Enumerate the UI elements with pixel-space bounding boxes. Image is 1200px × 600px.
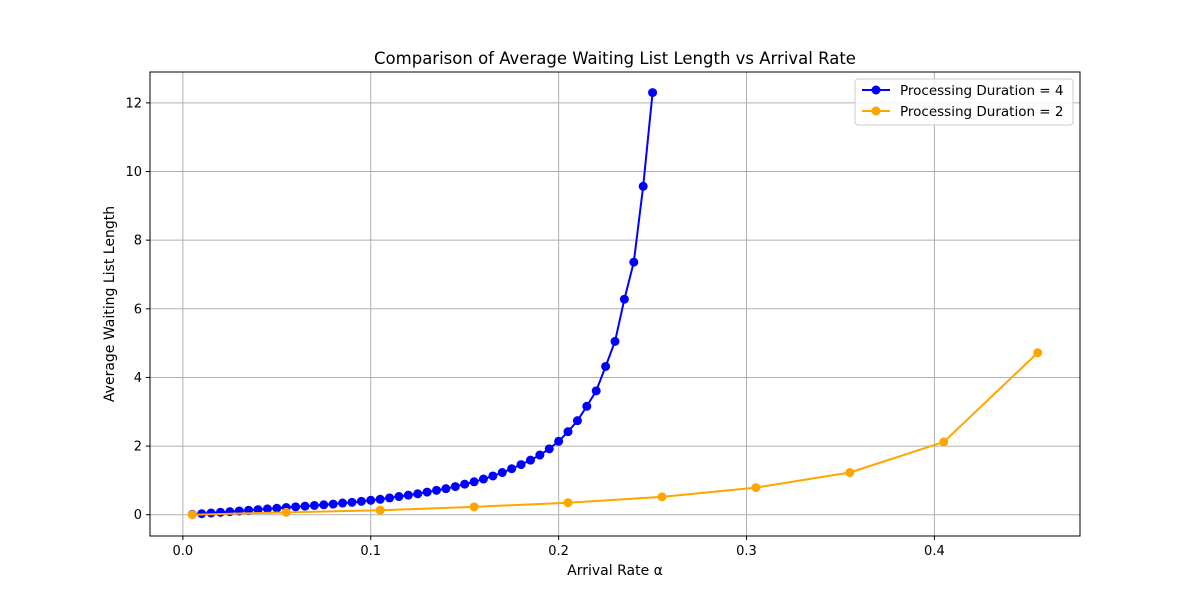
series-1-point — [291, 502, 301, 512]
series-1-point — [319, 500, 329, 510]
series-1-point — [422, 487, 432, 497]
y-tick-label: 4 — [134, 371, 142, 386]
series-1-point — [629, 257, 639, 267]
series-1-point — [488, 471, 498, 481]
legend-marker-series-1 — [871, 85, 881, 95]
series-1-point — [648, 88, 658, 98]
legend-marker-series-2 — [871, 106, 881, 116]
series-1 — [187, 88, 658, 519]
series-2 — [187, 348, 1043, 520]
series-1-point — [478, 474, 488, 484]
y-axis-ticks: 0 2 4 6 8 10 12 — [125, 96, 150, 523]
series-2-point — [845, 468, 855, 478]
x-tick-label: 0.4 — [924, 544, 945, 559]
grid — [150, 72, 1080, 536]
y-tick-label: 8 — [134, 234, 142, 249]
x-tick-label: 0.1 — [360, 544, 381, 559]
series-1-point — [582, 401, 592, 411]
series-1-point — [525, 455, 535, 465]
x-tick-label: 0.3 — [736, 544, 757, 559]
x-axis-label: Arrival Rate α — [567, 563, 663, 579]
chart-title: Comparison of Average Waiting List Lengt… — [374, 49, 856, 68]
legend-label-series-1: Processing Duration = 4 — [900, 83, 1064, 99]
y-axis-label: Average Waiting List Length — [102, 206, 118, 402]
series-1-point — [347, 497, 357, 507]
x-tick-label: 0.2 — [548, 544, 569, 559]
series-1-point — [441, 484, 451, 494]
y-tick-label: 10 — [125, 165, 142, 180]
series-1-point — [253, 505, 263, 515]
series-1-point — [375, 494, 385, 504]
series-2-line — [192, 352, 1039, 516]
series-2-point — [563, 498, 573, 508]
series-1-point — [328, 499, 338, 509]
y-tick-label: 6 — [134, 302, 142, 317]
series-1-point — [272, 503, 282, 513]
series-2-point — [375, 505, 385, 515]
legend: Processing Duration = 4 Processing Durat… — [854, 78, 1074, 126]
series-2-point — [187, 510, 197, 520]
series-2-point — [657, 492, 667, 502]
series-2-point — [751, 483, 761, 493]
series-1-point — [403, 490, 413, 500]
series-1-point — [385, 493, 395, 503]
series-1-point — [215, 507, 225, 517]
series-2-point — [469, 502, 479, 512]
y-tick-label: 12 — [125, 96, 142, 111]
series-1-point — [394, 492, 404, 502]
x-axis-ticks: 0.0 0.1 0.2 0.3 0.4 — [173, 536, 945, 559]
series-1-point — [432, 485, 442, 495]
legend-label-series-2: Processing Duration = 2 — [900, 104, 1064, 120]
series-1-point — [413, 489, 423, 499]
series-1-point — [206, 508, 216, 518]
series-1-point — [554, 436, 564, 446]
series-1-point — [309, 500, 319, 510]
series-1-point — [300, 501, 310, 511]
plot-area-frame — [149, 71, 1081, 537]
x-tick-label: 0.0 — [173, 544, 194, 559]
y-tick-label: 2 — [134, 440, 142, 455]
series-1-point — [638, 181, 648, 191]
series-1-point — [450, 482, 460, 492]
series-1-point — [507, 464, 517, 474]
series-1-point — [619, 294, 629, 304]
plot-series — [187, 88, 1043, 520]
series-2-point — [939, 437, 949, 447]
series-1-point — [356, 496, 366, 506]
series-1-point — [591, 386, 601, 396]
legend-frame — [854, 78, 1074, 126]
series-1-point — [610, 336, 620, 346]
series-1-point — [572, 416, 582, 426]
series-1-point — [338, 498, 348, 508]
series-1-point — [497, 468, 507, 478]
series-1-point — [535, 450, 545, 460]
series-1-point — [262, 504, 272, 514]
series-1-point — [516, 460, 526, 470]
series-2-point — [1033, 348, 1043, 358]
y-tick-label: 0 — [134, 508, 142, 523]
series-1-point — [601, 361, 611, 371]
series-1-point — [563, 427, 573, 437]
series-1-point — [460, 479, 470, 489]
series-1-point — [544, 444, 554, 454]
series-1-point — [469, 477, 479, 487]
series-2-point — [281, 507, 291, 517]
series-1-point — [366, 495, 376, 505]
